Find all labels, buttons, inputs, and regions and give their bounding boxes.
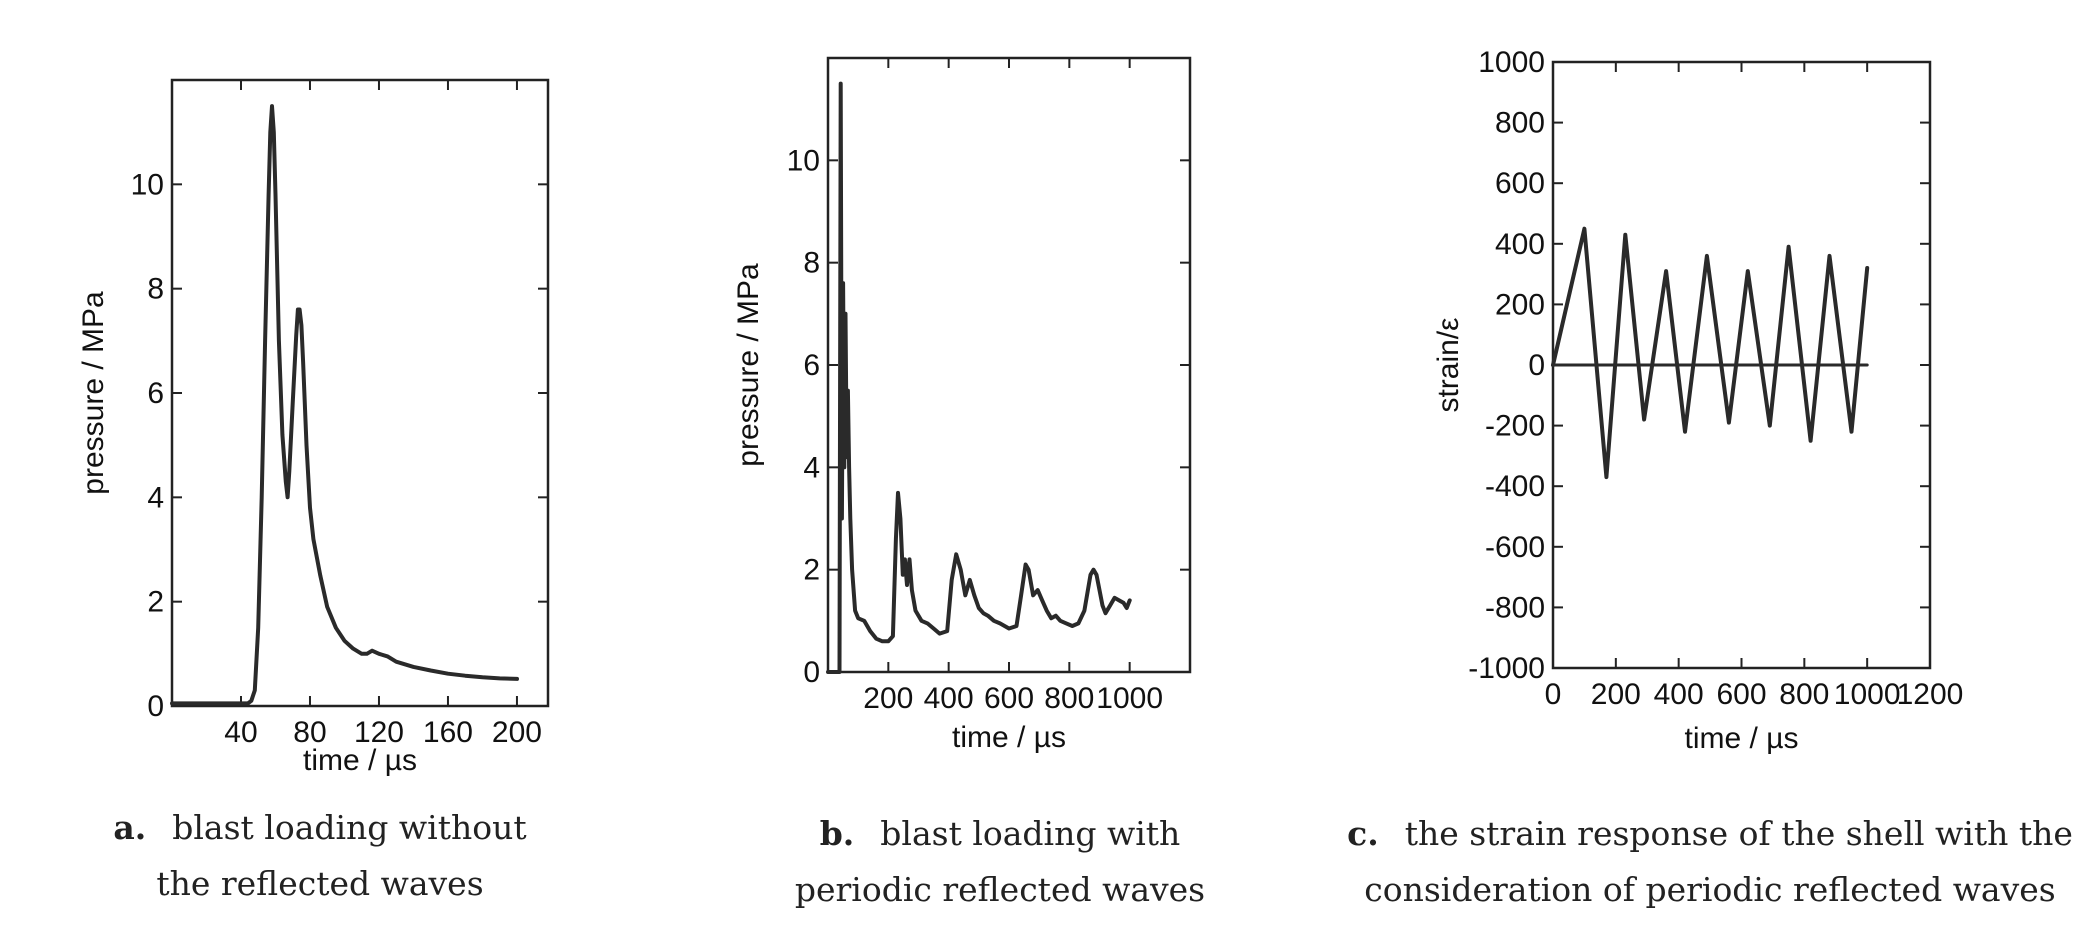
x-tick-label: 120 xyxy=(354,716,404,749)
series-line xyxy=(826,81,1132,674)
y-tick-label: -200 xyxy=(1485,410,1545,443)
caption-b: b. blast loading with periodic reflected … xyxy=(720,806,1280,918)
x-tick-label: 80 xyxy=(293,716,326,749)
caption-b-text: blast loading with periodic reflected wa… xyxy=(794,814,1206,909)
y-tick-label: 10 xyxy=(131,168,164,201)
plot-frame xyxy=(826,56,1192,674)
y-tick-label: 1000 xyxy=(1478,46,1545,79)
y-tick-label: 800 xyxy=(1495,107,1545,140)
y-tick-label: 600 xyxy=(1495,167,1545,200)
y-tick-label: -1000 xyxy=(1468,652,1545,685)
x-tick-label: 600 xyxy=(1716,678,1766,711)
x-tick-label: 1200 xyxy=(1897,678,1964,711)
x-tick-label: 200 xyxy=(863,682,913,715)
y-tick-label: 0 xyxy=(1528,349,1545,382)
x-tick-label: 400 xyxy=(1654,678,1704,711)
y-tick-label: 400 xyxy=(1495,228,1545,261)
x-axis-title: time / µs xyxy=(1685,722,1799,755)
x-tick-label: 0 xyxy=(1545,678,1562,711)
x-tick-label: 1000 xyxy=(1834,678,1901,711)
plot-frame xyxy=(170,78,550,708)
x-tick-label: 200 xyxy=(1591,678,1641,711)
caption-a-letter: a. xyxy=(113,808,147,847)
y-tick-label: -600 xyxy=(1485,531,1545,564)
x-axis-title: time / µs xyxy=(952,721,1066,754)
y-tick-label: -400 xyxy=(1485,470,1545,503)
y-tick-label: 2 xyxy=(803,554,820,587)
y-tick-label: 6 xyxy=(803,349,820,382)
y-tick-label: 6 xyxy=(147,377,164,410)
x-tick-label: 160 xyxy=(423,716,473,749)
y-axis-title: pressure / MPa xyxy=(732,263,765,467)
series-line xyxy=(170,104,519,706)
y-tick-label: 8 xyxy=(803,247,820,280)
x-axis-title: time / µs xyxy=(303,744,417,777)
y-tick-label: 10 xyxy=(787,144,820,177)
series-line xyxy=(1551,226,1870,480)
caption-a-text: blast loading without the reflected wave… xyxy=(156,808,527,903)
y-tick-label: 0 xyxy=(803,656,820,689)
caption-c-letter: c. xyxy=(1347,814,1379,853)
y-tick-label: 4 xyxy=(147,481,164,514)
x-tick-label: 200 xyxy=(492,716,542,749)
caption-c-text: the strain response of the shell with th… xyxy=(1364,814,2073,909)
y-axis-title: pressure / MPa xyxy=(77,291,110,495)
y-tick-label: 200 xyxy=(1495,288,1545,321)
x-tick-label: 600 xyxy=(984,682,1034,715)
chart-b: 0 2 4 6 8 10 200 400 600 800 1000 time / µs pressure… xyxy=(732,56,1192,754)
x-tick-label: 40 xyxy=(224,716,257,749)
y-tick-label: 4 xyxy=(803,451,820,484)
x-tick-label: 400 xyxy=(924,682,974,715)
chart-a: 0 2 4 6 8 10 40 80 120 160 200 time / µs pressure / … xyxy=(77,78,550,777)
y-tick-label: -800 xyxy=(1485,591,1545,624)
x-tick-label: 800 xyxy=(1044,682,1094,715)
y-axis-title: strain/ε xyxy=(1432,317,1465,412)
y-tick-label: 2 xyxy=(147,586,164,619)
x-tick-label: 800 xyxy=(1779,678,1829,711)
caption-c: c. the strain response of the shell with … xyxy=(1340,806,2080,918)
caption-a: a. blast loading without the reflected wa… xyxy=(60,800,580,912)
y-tick-label: 8 xyxy=(147,273,164,306)
x-tick-label: 1000 xyxy=(1096,682,1163,715)
y-tick-label: 0 xyxy=(147,690,164,723)
caption-b-letter: b. xyxy=(819,814,855,853)
